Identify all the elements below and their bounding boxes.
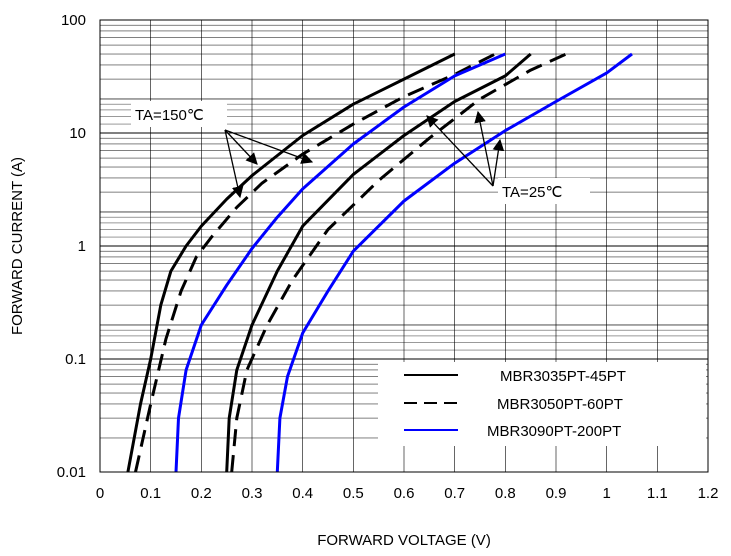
series-line-6	[275, 52, 633, 473]
x-tick-label: 1.2	[698, 485, 719, 502]
annotation-ta25-arrow-3	[492, 138, 505, 187]
y-tick-label: 100	[61, 12, 86, 29]
x-tick-label: 0	[96, 485, 104, 502]
annotation-ta25-arrow-2	[474, 110, 494, 187]
y-tick-label: 0.01	[57, 464, 86, 481]
series-line-1	[126, 52, 456, 473]
y-tick-label: 0.1	[65, 351, 86, 368]
annotation-ta150-box	[131, 101, 227, 127]
x-tick-label: 1	[602, 485, 610, 502]
series-curves	[126, 52, 633, 473]
annotation-ta150-text: TA=150℃	[135, 107, 204, 124]
series-line-3	[174, 52, 506, 473]
legend-label-2: MBR3050PT-60PT	[497, 396, 623, 413]
y-tick-label: 1	[78, 238, 86, 255]
x-tick-label: 0.3	[242, 485, 263, 502]
y-axis-title: FORWARD CURRENT (A)	[9, 157, 26, 335]
annotation-ta150: TA=150℃	[131, 101, 314, 199]
x-tick-label: 1.1	[647, 485, 668, 502]
x-tick-label: 0.1	[140, 485, 161, 502]
series-line-5	[230, 52, 567, 473]
legend-label-1: MBR3035PT-45PT	[500, 368, 626, 385]
x-tick-label: 0.8	[495, 485, 516, 502]
legend: MBR3035PT-45PT MBR3050PT-60PT MBR3090PT-…	[378, 362, 706, 446]
x-tick-label: 0.5	[343, 485, 364, 502]
annotation-ta150-arrow-2	[224, 129, 314, 164]
plot-frame	[99, 19, 709, 473]
axis-tick-labels: 0 0.1 0.2 0.3 0.4 0.5 0.6 0.7 0.8 0.9 1 1.1 1.2 0.01 0…	[57, 12, 719, 502]
series-line-2	[134, 52, 496, 473]
annotation-ta25-arrow-1	[426, 115, 494, 187]
annotation-ta25: TA=25℃	[426, 110, 590, 204]
series-line-4	[225, 52, 532, 473]
legend-label-3: MBR3090PT-200PT	[487, 423, 621, 440]
x-axis-title: FORWARD VOLTAGE (V)	[317, 532, 491, 549]
annotation-ta25-text: TA=25℃	[502, 184, 562, 201]
annotation-ta25-box	[498, 178, 590, 204]
x-tick-label: 0.4	[292, 485, 313, 502]
annotation-ta150-arrow-1	[224, 129, 258, 165]
x-tick-label: 0.6	[394, 485, 415, 502]
y-tick-label: 10	[69, 125, 86, 142]
x-tick-label: 0.7	[444, 485, 465, 502]
x-tick-label: 0.2	[191, 485, 212, 502]
x-tick-label: 0.9	[546, 485, 567, 502]
annotation-ta150-arrow-3	[224, 129, 244, 199]
